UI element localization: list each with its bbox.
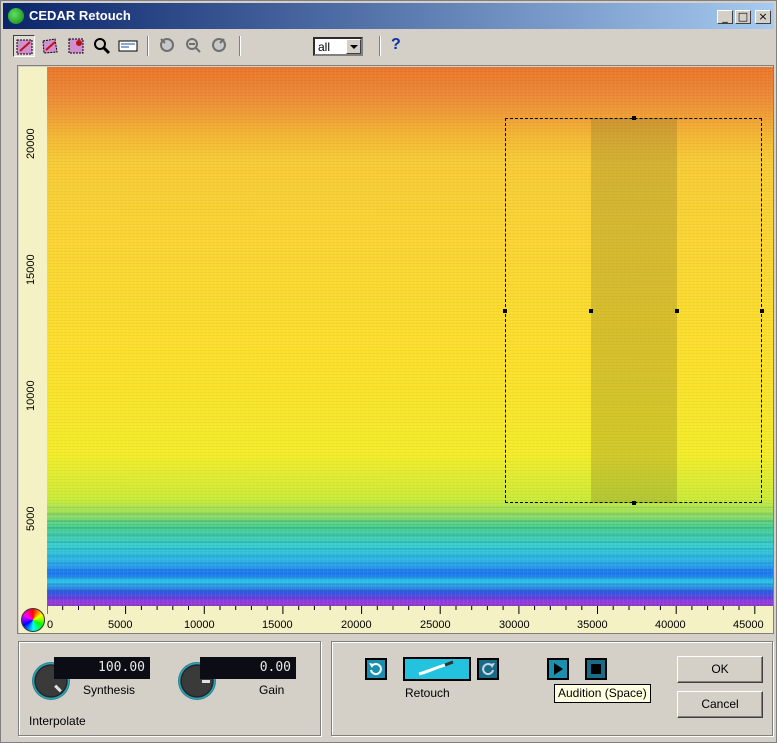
select-freehand-tool-button[interactable] bbox=[39, 35, 61, 57]
zoom-out-tool-button[interactable] bbox=[183, 35, 205, 57]
select-brush-tool-button[interactable] bbox=[65, 35, 87, 57]
frequency-axis: 20000 15000 10000 5000 bbox=[19, 67, 47, 606]
cedar-app-icon bbox=[8, 8, 24, 24]
y-tick-label: 10000 bbox=[25, 380, 37, 411]
brush-icon bbox=[418, 660, 454, 676]
selection-handle[interactable] bbox=[760, 309, 764, 313]
spectrogram-canvas[interactable] bbox=[47, 67, 773, 606]
x-tick-label: 25000 bbox=[420, 619, 451, 631]
zoom-in-icon bbox=[160, 38, 174, 52]
toolbar-separator bbox=[379, 36, 381, 56]
y-tick-label: 20000 bbox=[25, 128, 37, 159]
spectrogram-texture bbox=[47, 67, 773, 606]
selection-handle[interactable] bbox=[632, 116, 636, 120]
stop-button[interactable] bbox=[585, 658, 607, 680]
zoom-fit-icon bbox=[212, 38, 226, 52]
close-button[interactable]: × bbox=[755, 10, 771, 24]
zoom-tool-button[interactable] bbox=[91, 35, 113, 57]
selection-rectangle[interactable] bbox=[505, 118, 762, 503]
x-tick-label: 35000 bbox=[577, 619, 608, 631]
minimize-button[interactable]: _ bbox=[717, 10, 733, 24]
window-title: CEDAR Retouch bbox=[29, 8, 131, 23]
undo-button[interactable] bbox=[365, 658, 387, 680]
toolbar-separator bbox=[239, 36, 241, 56]
x-tick-label: 0 bbox=[47, 619, 54, 631]
retouch-selection-column[interactable] bbox=[591, 118, 677, 503]
gain-value-display[interactable]: 0.00 bbox=[200, 657, 296, 679]
selection-handle[interactable] bbox=[589, 309, 593, 313]
synthesis-value-display[interactable]: 100.00 bbox=[54, 657, 150, 679]
time-axis: 0 5000 10000 15000 20000 25000 30000 350… bbox=[19, 606, 773, 633]
title-bar: CEDAR Retouch _ □ × bbox=[3, 3, 774, 29]
ok-button[interactable]: OK bbox=[677, 656, 763, 683]
maximize-button[interactable]: □ bbox=[735, 10, 751, 24]
x-tick-label: 40000 bbox=[655, 619, 686, 631]
selection-handle[interactable] bbox=[503, 309, 507, 313]
stop-icon bbox=[591, 664, 601, 674]
zoom-in-tool-button[interactable] bbox=[157, 35, 179, 57]
y-tick-label: 15000 bbox=[25, 254, 37, 285]
toolbar-separator bbox=[147, 36, 149, 56]
range-tool-button[interactable] bbox=[117, 35, 139, 57]
magnifier-icon bbox=[94, 38, 111, 55]
undo-icon bbox=[369, 663, 382, 676]
interpolate-panel: 100.00 Synthesis 0.00 Gain Interpolate bbox=[18, 641, 321, 736]
time-axis-ticks bbox=[47, 606, 756, 614]
synthesis-label: Synthesis bbox=[83, 683, 136, 697]
knob-indicator bbox=[54, 684, 62, 693]
select-brush-icon bbox=[68, 38, 84, 54]
redo-button[interactable] bbox=[477, 658, 499, 680]
retouch-label: Retouch bbox=[405, 686, 450, 700]
spectrogram-low-bands bbox=[47, 507, 773, 606]
interpolate-section-label: Interpolate bbox=[29, 714, 86, 728]
channel-select-value: all bbox=[318, 40, 331, 54]
select-rect-icon bbox=[16, 39, 33, 55]
x-tick-label: 15000 bbox=[262, 619, 293, 631]
cancel-button[interactable]: Cancel bbox=[677, 691, 763, 718]
range-icon bbox=[118, 40, 138, 52]
audition-play-button[interactable] bbox=[547, 658, 569, 680]
redo-icon bbox=[482, 663, 495, 676]
retouch-button[interactable] bbox=[403, 657, 471, 681]
toolbar: all ? bbox=[3, 31, 774, 61]
select-freehand-icon bbox=[42, 38, 58, 54]
selection-handle[interactable] bbox=[675, 309, 679, 313]
y-tick-label: 5000 bbox=[25, 506, 37, 531]
chevron-down-icon[interactable] bbox=[346, 39, 361, 54]
x-tick-label: 20000 bbox=[341, 619, 372, 631]
zoom-out-icon bbox=[186, 38, 201, 53]
x-tick-label: 5000 bbox=[108, 619, 133, 631]
zoom-fit-tool-button[interactable] bbox=[209, 35, 231, 57]
help-button[interactable]: ? bbox=[391, 36, 401, 53]
x-tick-label: 10000 bbox=[184, 619, 215, 631]
gain-label: Gain bbox=[259, 683, 285, 697]
audition-tooltip: Audition (Space) bbox=[554, 684, 651, 703]
select-rect-tool-button[interactable] bbox=[13, 35, 35, 57]
knob-indicator bbox=[202, 680, 210, 683]
spectrogram-high-band bbox=[47, 67, 773, 162]
retouch-controls-panel bbox=[331, 641, 773, 736]
x-tick-label: 30000 bbox=[499, 619, 530, 631]
selection-handle[interactable] bbox=[632, 501, 636, 505]
channel-select[interactable]: all bbox=[313, 37, 363, 56]
x-tick-label: 45000 bbox=[733, 619, 764, 631]
colour-palette-icon[interactable] bbox=[21, 608, 45, 632]
play-icon bbox=[554, 663, 563, 675]
